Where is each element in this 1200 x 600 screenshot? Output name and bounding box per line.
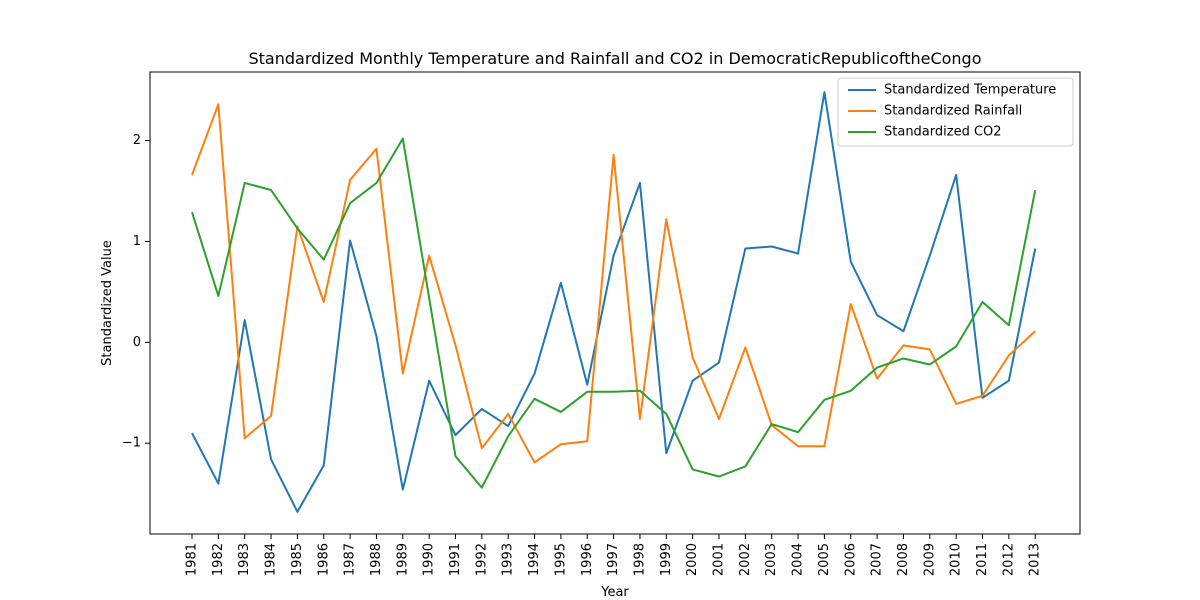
legend-label: Standardized Temperature xyxy=(884,83,1056,98)
x-tick-label: 2008 xyxy=(896,543,911,576)
legend-box xyxy=(837,77,1074,147)
y-axis-label: Standardized Value xyxy=(100,240,115,366)
x-tick-label: 1994 xyxy=(527,543,542,576)
x-tick-label: 2001 xyxy=(712,543,727,576)
x-tick-label: 2011 xyxy=(975,543,990,576)
legend: Standardized Temperature Standardized Rai… xyxy=(837,77,1074,147)
series-line-standardized-rainfall xyxy=(191,103,1036,464)
x-tick-label: 2000 xyxy=(685,543,700,576)
axis-ticks: 1981 1982 1983 1984 1985 1986 1987 1988 1989 1990… xyxy=(122,133,1043,576)
x-tick-label: 1991 xyxy=(448,543,463,576)
y-tick-label: 2 xyxy=(133,133,141,148)
x-tick-label: 1984 xyxy=(264,543,279,576)
plot-frame xyxy=(149,71,1081,535)
x-tick-label: 1992 xyxy=(474,543,489,576)
x-tick-label: 2007 xyxy=(870,543,885,576)
x-tick-label: 2010 xyxy=(949,543,964,576)
x-tick-label: 1988 xyxy=(369,543,384,576)
x-tick-label: 2009 xyxy=(922,543,937,576)
x-tick-label: 2002 xyxy=(738,543,753,576)
x-tick-label: 1996 xyxy=(580,543,595,576)
x-tick-label: 2004 xyxy=(791,543,806,576)
x-tick-label: 1993 xyxy=(501,543,516,576)
x-tick-label: 1986 xyxy=(316,543,331,576)
x-tick-label: 1997 xyxy=(606,543,621,576)
x-tick-label: 1989 xyxy=(395,543,410,576)
legend-label: Standardized Rainfall xyxy=(884,104,1022,119)
x-tick-label: 1982 xyxy=(211,543,226,576)
x-tick-label: 2005 xyxy=(817,543,832,576)
chart-title: Standardized Monthly Temperature and Rai… xyxy=(248,49,981,68)
y-tick-label: 1 xyxy=(133,234,141,249)
x-tick-label: 1981 xyxy=(185,543,200,576)
legend-label: Standardized CO2 xyxy=(884,125,1002,140)
x-tick-label: 1995 xyxy=(553,543,568,576)
x-tick-label: 1985 xyxy=(290,543,305,576)
x-tick-label: 1998 xyxy=(632,543,647,576)
x-tick-label: 2013 xyxy=(1028,543,1043,576)
series-line-standardized-temperature xyxy=(191,91,1037,513)
series-lines xyxy=(191,91,1037,513)
x-axis-label: Year xyxy=(600,585,629,600)
x-tick-label: 1990 xyxy=(422,543,437,576)
x-tick-label: 1983 xyxy=(237,543,252,576)
y-tick-label: 0 xyxy=(133,335,141,350)
x-tick-label: 1987 xyxy=(343,543,358,576)
x-tick-label: 2006 xyxy=(843,543,858,576)
x-tick-label: 2003 xyxy=(764,543,779,576)
y-tick-label: −1 xyxy=(122,436,141,451)
series-line-standardized-co2 xyxy=(191,137,1037,489)
x-tick-label: 1999 xyxy=(659,543,674,576)
x-tick-label: 2012 xyxy=(1001,543,1016,576)
